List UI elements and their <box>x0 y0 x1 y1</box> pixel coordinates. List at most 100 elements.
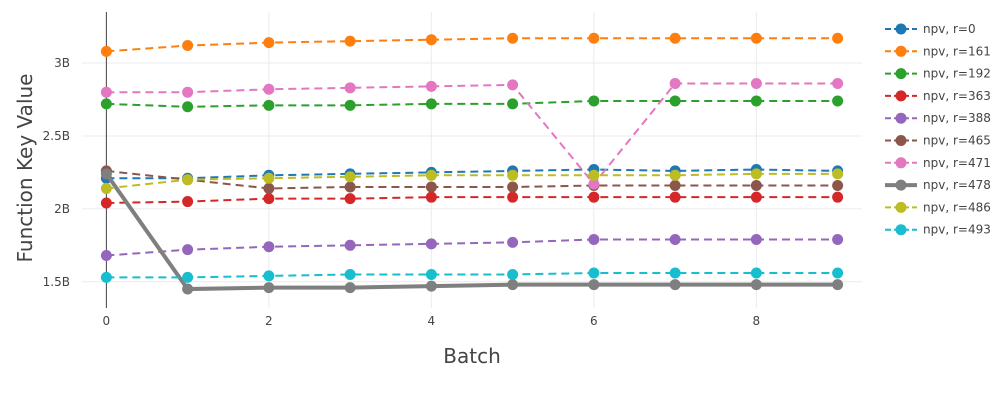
legend-label: npv, r=471 <box>923 156 991 170</box>
data-point[interactable] <box>344 193 356 205</box>
data-point[interactable] <box>507 236 519 248</box>
data-point[interactable] <box>100 197 112 209</box>
data-point[interactable] <box>832 191 844 203</box>
data-point[interactable] <box>750 279 762 291</box>
data-point[interactable] <box>750 267 762 279</box>
data-point[interactable] <box>669 191 681 203</box>
data-point[interactable] <box>588 191 600 203</box>
data-point[interactable] <box>507 98 519 110</box>
data-point[interactable] <box>669 180 681 192</box>
data-point[interactable] <box>588 233 600 245</box>
data-point[interactable] <box>263 182 275 194</box>
data-point[interactable] <box>344 181 356 193</box>
legend-item[interactable]: npv, r=363 <box>885 89 991 103</box>
data-point[interactable] <box>832 77 844 89</box>
legend-item[interactable]: npv, r=471 <box>885 156 991 170</box>
data-point[interactable] <box>669 169 681 181</box>
data-point[interactable] <box>507 268 519 280</box>
legend-item[interactable]: npv, r=465 <box>885 134 991 148</box>
data-point[interactable] <box>263 99 275 111</box>
data-point[interactable] <box>100 271 112 283</box>
data-point[interactable] <box>832 180 844 192</box>
data-point[interactable] <box>507 79 519 91</box>
data-point[interactable] <box>588 178 600 190</box>
data-point[interactable] <box>344 171 356 183</box>
data-point[interactable] <box>425 268 437 280</box>
data-point[interactable] <box>425 80 437 92</box>
legend-item[interactable]: npv, r=486 <box>885 200 991 214</box>
data-point[interactable] <box>263 282 275 294</box>
data-point[interactable] <box>100 86 112 98</box>
data-point[interactable] <box>750 168 762 180</box>
data-point[interactable] <box>669 279 681 291</box>
legend[interactable]: npv, r=0 npv, r=161 npv, r=192 npv, r=363 np… <box>885 22 991 237</box>
data-point[interactable] <box>344 82 356 94</box>
data-point[interactable] <box>425 98 437 110</box>
data-point[interactable] <box>263 241 275 253</box>
data-point[interactable] <box>832 32 844 44</box>
data-point[interactable] <box>100 45 112 57</box>
data-point[interactable] <box>425 238 437 250</box>
data-point[interactable] <box>669 32 681 44</box>
data-point[interactable] <box>588 267 600 279</box>
data-point[interactable] <box>832 233 844 245</box>
data-point[interactable] <box>507 181 519 193</box>
data-point[interactable] <box>344 239 356 251</box>
data-point[interactable] <box>588 95 600 107</box>
data-point[interactable] <box>344 35 356 47</box>
data-point[interactable] <box>669 267 681 279</box>
data-point[interactable] <box>588 32 600 44</box>
data-point[interactable] <box>750 77 762 89</box>
data-point[interactable] <box>507 191 519 203</box>
data-point[interactable] <box>832 267 844 279</box>
data-point[interactable] <box>344 99 356 111</box>
data-point[interactable] <box>182 271 194 283</box>
legend-item[interactable]: npv, r=478 <box>885 178 991 192</box>
data-point[interactable] <box>425 280 437 292</box>
data-point[interactable] <box>507 169 519 181</box>
data-point[interactable] <box>100 182 112 194</box>
data-point[interactable] <box>750 180 762 192</box>
data-point[interactable] <box>832 95 844 107</box>
data-point[interactable] <box>344 268 356 280</box>
data-point[interactable] <box>507 32 519 44</box>
data-point[interactable] <box>750 32 762 44</box>
data-point[interactable] <box>182 174 194 186</box>
data-point[interactable] <box>182 101 194 113</box>
data-point[interactable] <box>100 98 112 110</box>
data-point[interactable] <box>263 172 275 184</box>
data-point[interactable] <box>832 168 844 180</box>
data-point[interactable] <box>263 270 275 282</box>
legend-item[interactable]: npv, r=161 <box>885 44 991 58</box>
data-point[interactable] <box>182 283 194 295</box>
data-point[interactable] <box>425 34 437 46</box>
data-point[interactable] <box>425 169 437 181</box>
data-point[interactable] <box>750 95 762 107</box>
data-point[interactable] <box>263 193 275 205</box>
data-point[interactable] <box>182 196 194 208</box>
data-point[interactable] <box>832 279 844 291</box>
legend-item[interactable]: npv, r=0 <box>885 22 976 36</box>
data-point[interactable] <box>263 83 275 95</box>
data-point[interactable] <box>588 169 600 181</box>
data-point[interactable] <box>100 168 112 180</box>
data-point[interactable] <box>669 95 681 107</box>
legend-item[interactable]: npv, r=388 <box>885 111 991 125</box>
data-point[interactable] <box>507 279 519 291</box>
data-point[interactable] <box>588 279 600 291</box>
data-point[interactable] <box>669 77 681 89</box>
legend-item[interactable]: npv, r=192 <box>885 67 991 81</box>
data-point[interactable] <box>750 233 762 245</box>
legend-item[interactable]: npv, r=493 <box>885 223 991 237</box>
data-point[interactable] <box>182 86 194 98</box>
data-point[interactable] <box>425 181 437 193</box>
data-point[interactable] <box>263 37 275 49</box>
data-point[interactable] <box>344 282 356 294</box>
data-point[interactable] <box>750 191 762 203</box>
data-point[interactable] <box>182 40 194 52</box>
legend-marker <box>895 157 907 169</box>
data-point[interactable] <box>425 191 437 203</box>
data-point[interactable] <box>182 244 194 256</box>
data-point[interactable] <box>100 250 112 262</box>
data-point[interactable] <box>669 233 681 245</box>
